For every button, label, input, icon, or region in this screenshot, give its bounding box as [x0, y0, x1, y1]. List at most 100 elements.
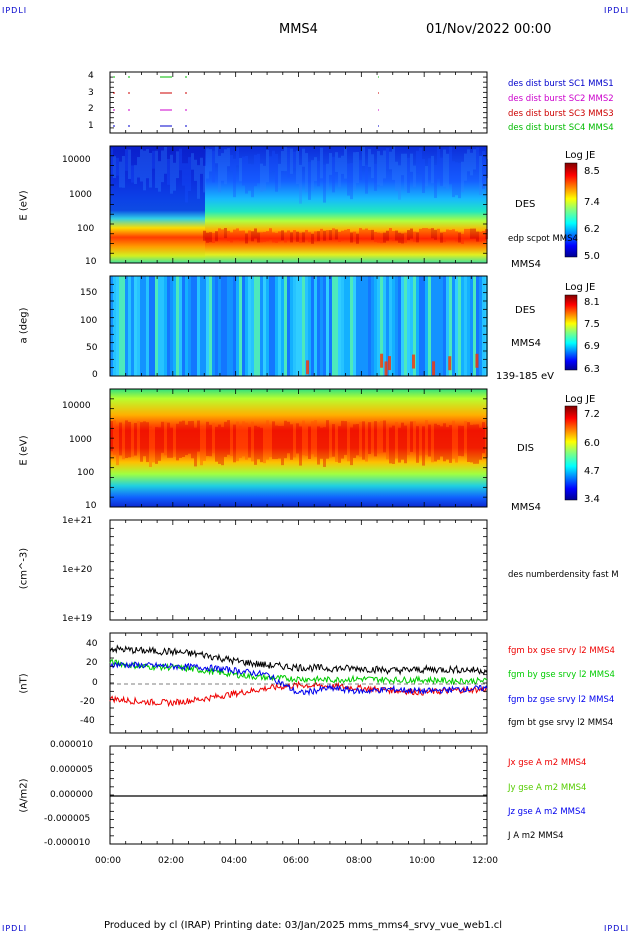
des-energy-texture	[266, 231, 269, 242]
legend-j: J A m2 MMS4	[508, 831, 564, 841]
pitch-texture	[194, 276, 197, 376]
des-energy-texture	[206, 232, 209, 243]
dis-texture	[146, 422, 149, 463]
p5-ytick-1e20: 1e+20	[62, 565, 93, 575]
pitch-texture	[416, 276, 419, 376]
dis-texture	[437, 424, 440, 460]
pitch-texture	[275, 276, 278, 376]
des-energy-texture	[341, 155, 344, 174]
cb3-tick-3: 3.4	[584, 494, 600, 505]
pitch-texture	[311, 276, 314, 376]
des-energy-texture	[395, 161, 398, 191]
pitch-texture	[431, 276, 434, 376]
des-energy-texture	[185, 163, 188, 203]
des-energy-texture	[371, 229, 374, 240]
des-energy-texture	[326, 230, 329, 241]
pitch-texture	[239, 276, 242, 376]
legend-jz: Jz gse A m2 MMS4	[508, 807, 586, 817]
des-energy-texture	[263, 165, 266, 191]
des-energy-texture	[287, 230, 290, 241]
dis-texture	[287, 421, 290, 454]
p3-side-mms4: MMS4	[511, 338, 541, 349]
pitch-texture	[233, 276, 236, 376]
p7-ytick-4: -0.000005	[44, 814, 91, 824]
p7-ytick-1: 0.000010	[50, 740, 93, 750]
des-energy-texture	[482, 150, 485, 189]
des-energy-texture	[437, 146, 440, 179]
pitch-texture	[338, 276, 341, 376]
dis-texture	[404, 425, 407, 464]
des-energy-texture	[425, 228, 428, 239]
des-energy-texture	[254, 228, 257, 239]
p2-side-des: DES	[515, 199, 536, 210]
p5-ytick-1e19: 1e+19	[62, 614, 93, 624]
des-energy-texture	[440, 232, 443, 243]
dis-texture	[389, 427, 392, 464]
des-energy-texture	[260, 232, 263, 243]
pitch-texture	[448, 356, 452, 371]
dis-texture	[419, 424, 422, 456]
p2-ytick-10: 10	[85, 257, 97, 267]
dis-texture	[281, 425, 284, 466]
cb2-title: Log JE	[565, 282, 596, 293]
p1-ytick-1: 1	[88, 121, 94, 131]
pitch-texture	[290, 276, 293, 376]
pitch-texture	[464, 276, 467, 376]
des-energy-texture	[275, 232, 278, 243]
dis-texture	[395, 421, 398, 459]
des-energy-texture	[386, 230, 389, 241]
des-energy-texture	[158, 161, 161, 192]
des-energy-texture	[368, 148, 371, 167]
pitch-texture	[407, 276, 410, 376]
des-energy-texture	[320, 228, 323, 239]
pitch-texture	[236, 276, 239, 376]
des-energy-texture	[344, 229, 347, 240]
pitch-texture	[377, 276, 380, 376]
des-energy-texture	[431, 228, 434, 239]
des-energy-texture	[236, 147, 239, 166]
cb3-tick-1: 6.0	[584, 438, 600, 449]
des-energy-texture	[317, 160, 320, 187]
des-energy-texture	[152, 150, 155, 169]
corner-label-top-right: IPDLI	[604, 6, 630, 15]
cb2-tick-0: 8.1	[584, 297, 600, 308]
des-energy-texture	[419, 147, 422, 174]
dis-texture	[350, 427, 353, 466]
des-energy-texture	[473, 149, 476, 170]
pitch-texture	[475, 353, 479, 368]
dis-texture	[248, 427, 251, 458]
des-energy-texture	[203, 165, 206, 193]
corner-label-bottom-left: IPDLI	[2, 924, 28, 933]
des-energy-texture	[251, 164, 254, 198]
des-energy-texture	[341, 230, 344, 241]
des-energy-texture	[449, 146, 452, 185]
des-energy-texture	[356, 151, 359, 184]
pitch-texture	[353, 276, 356, 376]
dis-texture	[176, 423, 179, 461]
p6-ytick-40: 40	[86, 639, 98, 649]
dis-texture	[296, 423, 299, 454]
des-energy-texture	[416, 232, 419, 243]
des-energy-texture	[329, 230, 332, 241]
dis-texture	[260, 427, 263, 463]
des-energy-texture	[326, 163, 329, 191]
des-energy-texture	[422, 228, 425, 239]
des-energy-texture	[251, 231, 254, 242]
cb2-tick-1: 7.5	[584, 319, 600, 330]
des-energy-texture	[380, 233, 383, 244]
des-energy-texture	[218, 228, 221, 239]
dis-texture	[188, 421, 191, 454]
pitch-texture	[455, 276, 458, 376]
des-energy-texture	[281, 151, 284, 171]
dis-texture	[368, 422, 371, 454]
des-energy-texture	[473, 228, 476, 239]
dis-texture	[170, 427, 173, 458]
dis-texture	[473, 424, 476, 464]
p1-ytick-4: 4	[88, 71, 94, 81]
des-energy-texture	[479, 156, 482, 195]
pitch-texture	[419, 276, 422, 376]
des-energy-texture	[149, 153, 152, 188]
pitch-texture	[350, 276, 353, 376]
des-energy-texture	[227, 148, 230, 167]
des-energy-texture	[266, 150, 269, 183]
